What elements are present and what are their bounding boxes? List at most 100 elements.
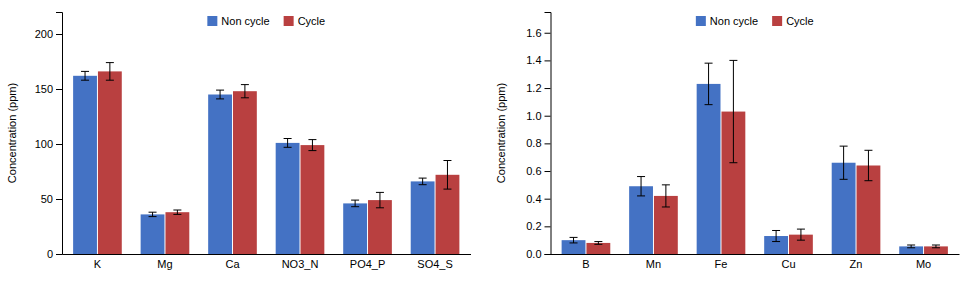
legend-item: Cycle	[772, 15, 814, 27]
x-tick-label: SO4_S	[417, 258, 452, 270]
y-tick: 1.0	[526, 110, 550, 122]
x-tick: SO4_S	[417, 258, 452, 270]
bar	[343, 203, 367, 254]
legend-label: Cycle	[786, 15, 814, 27]
x-tick-label: NO3_N	[282, 258, 319, 270]
error-bar	[241, 85, 249, 98]
x-tick-label: Ca	[225, 258, 240, 270]
y-tick: 1.6	[526, 27, 550, 39]
x-tick: PO4_P	[350, 258, 385, 270]
y-tick-mark	[56, 199, 62, 200]
legend-label: Non cycle	[221, 15, 269, 27]
y-tick-mark	[545, 33, 551, 34]
bar	[98, 71, 122, 254]
series	[586, 60, 947, 254]
x-tick-label: K	[94, 258, 102, 270]
x-axis: BMnFeCuZnMo	[551, 255, 960, 270]
legend-swatch	[207, 16, 217, 26]
y-tick-label: 1.4	[526, 54, 541, 66]
y-tick: 100	[35, 138, 62, 150]
x-tick: K	[94, 258, 102, 270]
y-tick-label: 0.6	[526, 165, 541, 177]
y-tick-mark	[545, 116, 551, 117]
y-tick-label: 1.6	[526, 27, 541, 39]
y-tick-label: 1.0	[526, 110, 541, 122]
error-bar	[797, 229, 805, 240]
error-bar	[864, 150, 872, 180]
error-bar	[662, 185, 670, 207]
y-tick: 0.8	[526, 137, 550, 149]
y-tick: 1.4	[526, 54, 550, 66]
x-tick-label: B	[582, 258, 589, 270]
x-tick-label: Fe	[715, 258, 728, 270]
error-bar	[772, 230, 780, 241]
y-tick: 0.0	[526, 248, 550, 260]
x-tick: Mn	[646, 258, 661, 270]
legend-item: Cycle	[284, 15, 326, 27]
error-bar	[729, 60, 737, 162]
x-tick-label: PO4_P	[350, 258, 385, 270]
legend-label: Cycle	[298, 15, 326, 27]
y-tick-label: 0.0	[526, 248, 541, 260]
y-tick-mark	[56, 34, 62, 35]
panel: 0.00.20.40.60.81.01.21.41.6BMnFeCuZnMoCo…	[495, 13, 960, 270]
y-tick-mark	[545, 60, 551, 61]
x-tick-label: Mn	[646, 258, 661, 270]
y-tick: 1.2	[526, 82, 550, 94]
legend-swatch	[696, 16, 706, 26]
legend-label: Non cycle	[710, 15, 758, 27]
x-tick-label: Zn	[850, 258, 863, 270]
y-axis: 0.0 0.2 0.4 0.6 0.8 1.0 1.2 1.4 1.6	[526, 13, 551, 261]
y-axis-line	[56, 13, 63, 255]
y-tick-label: 0	[47, 248, 53, 260]
legend-item: Non cycle	[696, 15, 758, 27]
y-axis-line	[545, 13, 552, 255]
bar	[411, 181, 435, 254]
plot-area	[562, 60, 948, 254]
figure: 050100150200KMgCaNO3_NPO4_PSO4_SConcentr…	[0, 0, 977, 284]
error-bar	[173, 210, 181, 214]
error-bar	[570, 237, 578, 243]
x-tick: Mo	[916, 258, 931, 270]
bar	[233, 91, 257, 254]
y-tick-label: 100	[35, 138, 53, 150]
y-tick: 0.4	[526, 193, 550, 205]
bar	[208, 95, 232, 255]
legend: Non cycle Cycle	[696, 15, 814, 27]
y-tick-mark	[56, 144, 62, 145]
y-tick: 0.6	[526, 165, 550, 177]
plot-area	[73, 63, 459, 254]
error-bar	[637, 177, 645, 196]
y-axis: 0 50 100 150 200	[35, 13, 63, 261]
error-bar	[932, 245, 940, 248]
error-bar	[81, 71, 89, 80]
x-axis-line	[63, 254, 472, 255]
error-bar	[907, 245, 915, 248]
error-bar	[216, 90, 224, 99]
y-tick-mark	[545, 254, 551, 255]
y-tick-label: 0.2	[526, 220, 541, 232]
error-bar	[443, 161, 451, 190]
y-tick: 150	[35, 83, 62, 95]
error-bar	[308, 140, 316, 151]
y-tick-label: 150	[35, 83, 53, 95]
y-tick: 50	[41, 193, 62, 205]
y-tick-mark	[545, 226, 551, 227]
legend: Non cycle Cycle	[207, 15, 325, 27]
y-tick-mark	[545, 88, 551, 89]
y-tick: 0.2	[526, 220, 550, 232]
error-bar	[705, 63, 713, 104]
error-bar	[840, 146, 848, 179]
error-bar	[351, 200, 359, 207]
x-tick: NO3_N	[282, 258, 319, 270]
x-tick-label: Mo	[916, 258, 931, 270]
x-tick-label: Mg	[157, 258, 172, 270]
y-tick-mark	[545, 199, 551, 200]
y-tick: 0	[47, 248, 62, 260]
bar	[73, 76, 97, 254]
x-tick: Fe	[715, 258, 728, 270]
y-tick-mark	[56, 89, 62, 90]
y-tick-label: 1.2	[526, 82, 541, 94]
y-tick-label: 200	[35, 28, 53, 40]
series	[98, 63, 459, 254]
